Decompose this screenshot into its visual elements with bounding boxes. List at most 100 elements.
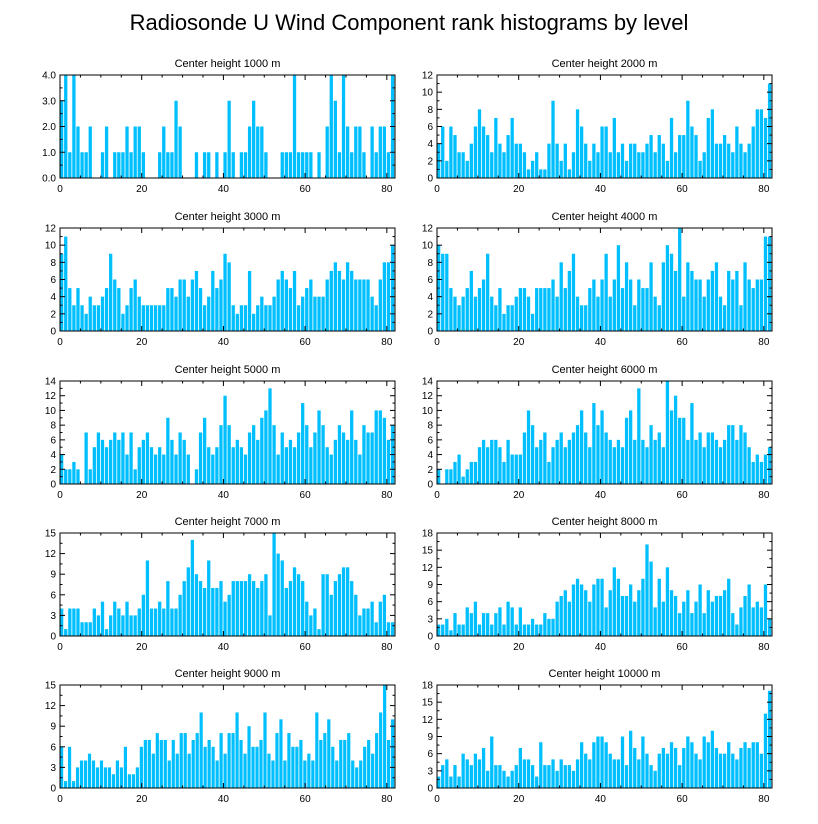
histogram-panel-9: Center height 9000 m 0 20 40 60 80 0 3 6 9 12 15	[45, 668, 396, 805]
y-tick-label: 2	[427, 465, 433, 476]
histogram-bar	[629, 143, 633, 178]
histogram-bar	[522, 759, 527, 788]
histogram-bar	[137, 447, 141, 484]
histogram-bar	[153, 305, 158, 331]
histogram-bar	[579, 584, 584, 636]
histogram-bar	[178, 279, 182, 331]
histogram-bar	[260, 417, 264, 484]
histogram-bar	[739, 305, 743, 331]
histogram-bar	[374, 410, 378, 484]
histogram-bar	[337, 425, 342, 484]
histogram-bar	[107, 767, 112, 788]
histogram-bar	[620, 288, 625, 331]
histogram-bar	[211, 270, 215, 331]
histogram-bar	[678, 765, 682, 788]
histogram-bar	[522, 624, 527, 636]
histogram-bar	[354, 279, 358, 331]
histogram-bar	[498, 288, 502, 331]
y-tick-label: 10	[422, 241, 434, 252]
histogram-bar	[202, 417, 207, 484]
y-tick-label: 0	[50, 784, 56, 795]
y-tick-label: 2.0	[42, 122, 56, 133]
histogram-bar	[284, 152, 288, 178]
histogram-bar	[645, 753, 649, 788]
histogram-bar	[486, 447, 490, 484]
histogram-bar	[288, 152, 293, 178]
histogram-bar	[182, 279, 186, 331]
histogram-bar	[239, 581, 244, 636]
histogram-bar	[303, 760, 307, 788]
histogram-bar	[158, 305, 162, 331]
histogram-bar	[239, 305, 244, 331]
histogram-bar	[252, 425, 256, 484]
y-tick-label: 0	[427, 480, 433, 491]
histogram-bar	[616, 578, 621, 636]
histogram-bar	[256, 587, 260, 636]
histogram-bar	[735, 759, 739, 788]
histogram-bar	[387, 739, 391, 788]
histogram-bar	[276, 279, 280, 331]
histogram-bar	[731, 279, 735, 331]
histogram-bar	[559, 160, 563, 178]
histogram-bar	[645, 544, 649, 636]
histogram-bar	[147, 739, 151, 788]
histogram-bar	[469, 613, 473, 636]
histogram-bar	[137, 608, 141, 636]
histogram-bar	[596, 736, 600, 788]
histogram-bar	[694, 135, 698, 178]
histogram-bar	[477, 759, 482, 788]
histogram-bar	[543, 613, 547, 636]
histogram-bar	[563, 143, 567, 178]
histogram-bar	[350, 270, 354, 331]
histogram-bar	[445, 469, 449, 484]
histogram-bar	[673, 595, 678, 636]
histogram-bar	[215, 152, 219, 178]
histogram-bar	[127, 774, 131, 788]
histogram-bar	[211, 454, 215, 484]
histogram-bar	[539, 439, 543, 484]
histogram-bar	[347, 733, 351, 788]
x-tick-label: 80	[758, 184, 770, 195]
histogram-bar	[751, 461, 755, 484]
histogram-bar	[567, 601, 572, 636]
histogram-bar	[125, 454, 129, 484]
histogram-bar	[247, 726, 251, 788]
histogram-bar	[608, 590, 612, 636]
x-tick-label: 40	[595, 794, 607, 805]
histogram-bar	[182, 439, 186, 484]
histogram-bar	[287, 733, 291, 788]
histogram-bar	[682, 601, 686, 636]
histogram-bar	[187, 753, 191, 788]
histogram-bar	[555, 439, 559, 484]
histogram-bar	[682, 296, 686, 331]
histogram-bar	[579, 126, 584, 178]
y-tick-label: 18	[422, 681, 434, 692]
histogram-bar	[469, 270, 473, 331]
histogram-bar	[445, 253, 449, 331]
histogram-bar	[329, 270, 333, 331]
histogram-bar	[280, 152, 284, 178]
y-tick-label: 0	[427, 784, 433, 795]
histogram-bar	[669, 253, 674, 331]
histogram-bar	[571, 770, 576, 788]
y-tick-label: 4	[50, 450, 56, 461]
histogram-bar	[149, 608, 154, 636]
panel-title: Center height 9000 m	[175, 668, 281, 680]
y-tick-label: 6	[427, 122, 433, 133]
histogram-bar	[763, 236, 768, 331]
x-tick-label: 0	[434, 337, 440, 348]
histogram-bar	[694, 753, 698, 788]
histogram-bar	[735, 439, 739, 484]
histogram-bar	[665, 245, 670, 331]
histogram-bar	[291, 746, 295, 788]
histogram-bar	[690, 126, 694, 178]
histogram-bar	[327, 719, 331, 788]
histogram-bar	[121, 152, 125, 178]
histogram-bar	[514, 296, 518, 331]
histogram-bar	[441, 253, 445, 331]
histogram-bar	[461, 476, 465, 484]
histogram-bar	[252, 313, 256, 331]
histogram-bar	[547, 765, 551, 788]
histogram-bar	[252, 100, 256, 178]
